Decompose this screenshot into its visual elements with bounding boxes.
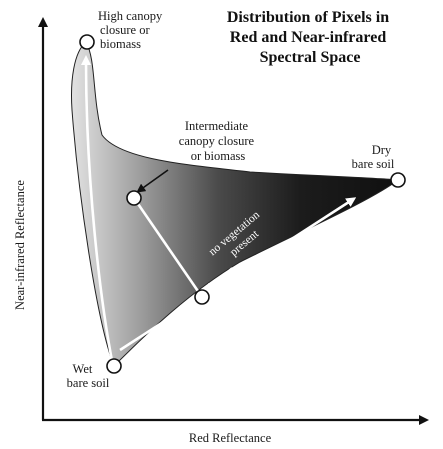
x-axis-label: Red Reflectance	[189, 431, 272, 445]
wet-soil-point	[106, 358, 122, 374]
high-canopy-point	[79, 34, 95, 50]
y-axis-label: Near-infrared Reflectance	[13, 180, 27, 310]
no-vegetation-pointer-arrow	[204, 267, 233, 294]
soil-line-label: soil line	[244, 286, 281, 316]
title-line-3: Spectral Space	[260, 49, 361, 66]
dry-soil-point	[390, 172, 406, 188]
canopy-increase-arrow	[81, 55, 115, 367]
high-canopy-label: High canopy closure or biomass	[98, 9, 165, 51]
intermediate-pointer-arrow	[136, 169, 169, 193]
intermediate-point	[126, 190, 142, 206]
pixel-distribution-region	[71, 41, 400, 367]
intermediate-label: Intermediate canopy closure or biomass	[179, 119, 257, 163]
wet-soil-label: Wet bare soil	[67, 362, 110, 390]
no-vegetation-point	[194, 289, 210, 305]
title-line-1: Distribution of Pixels in	[227, 9, 389, 26]
soil-line-arrow	[119, 197, 357, 352]
vegetation-decrease-arrow	[132, 197, 204, 298]
title-line-2: Red and Near-infrared	[230, 29, 387, 46]
title: Distribution of Pixels in Red and Near-i…	[227, 9, 393, 66]
dry-soil-label: Dry bare soil	[352, 143, 395, 171]
